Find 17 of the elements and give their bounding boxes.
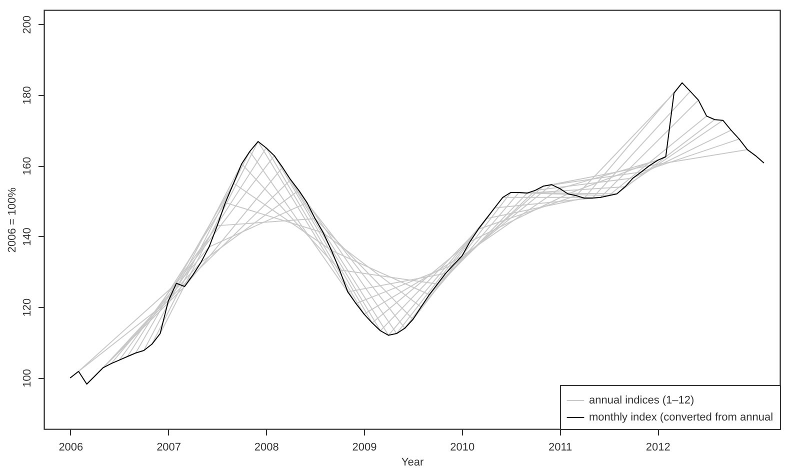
legend-label: monthly index (converted from annual xyxy=(589,412,774,424)
x-tick-label: 2011 xyxy=(548,442,572,454)
x-axis-title: Year xyxy=(401,456,424,468)
x-tick-label: 2010 xyxy=(450,442,475,454)
legend-label: annual indices (1–12) xyxy=(589,394,694,406)
y-tick-label: 140 xyxy=(22,228,34,246)
x-tick-label: 2008 xyxy=(254,442,279,454)
y-tick-label: 200 xyxy=(22,15,34,34)
x-tick-label: 2012 xyxy=(646,442,670,454)
y-tick-label: 120 xyxy=(22,298,34,317)
x-tick-label: 2009 xyxy=(352,442,377,454)
y-tick-label: 180 xyxy=(22,86,34,105)
y-axis-title: 2006 = 100% xyxy=(6,187,18,253)
x-tick-label: 2007 xyxy=(156,442,182,454)
y-tick-label: 100 xyxy=(22,369,34,388)
x-tick-label: 2006 xyxy=(58,442,84,454)
y-tick-label: 160 xyxy=(22,156,34,176)
